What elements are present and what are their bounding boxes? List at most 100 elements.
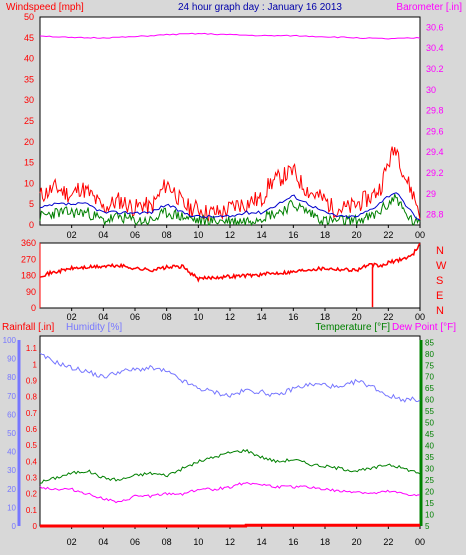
x-tick-label: 12 bbox=[225, 537, 235, 547]
temperature-tick-label: 15 bbox=[425, 499, 434, 508]
temperature-series bbox=[39, 448, 421, 484]
humidity-tick-label: 0 bbox=[12, 522, 17, 531]
x-tick-label: 18 bbox=[320, 537, 330, 547]
temperature-tick-label: 85 bbox=[425, 338, 434, 347]
barometer-tick-label: 29 bbox=[426, 189, 436, 199]
direction-tick-label: 0 bbox=[31, 303, 36, 313]
humidity-tick-label: 20 bbox=[7, 485, 16, 494]
windspeed-tick-label: 5 bbox=[29, 199, 34, 209]
wind-direction-series bbox=[39, 242, 421, 283]
humidity-tick-label: 50 bbox=[7, 429, 16, 438]
windspeed-avg-series bbox=[39, 192, 421, 221]
temperature-tick-label: 80 bbox=[425, 350, 434, 359]
humidity-tick-label: 40 bbox=[7, 448, 16, 457]
x-tick-label: 06 bbox=[130, 312, 140, 322]
rainfall-tick-label: 0.8 bbox=[26, 393, 38, 402]
x-tick-label: 12 bbox=[225, 230, 235, 240]
direction-tick-label: 360 bbox=[21, 238, 36, 248]
temperature-tick-label: 70 bbox=[425, 373, 434, 382]
rainfall-tick-label: 0.9 bbox=[26, 376, 38, 385]
barometer-tick-label: 28.8 bbox=[426, 210, 444, 220]
windspeed-tick-label: 10 bbox=[24, 178, 34, 188]
temperature-tick-label: 50 bbox=[425, 419, 434, 428]
rainfall-tick-label: 0.2 bbox=[26, 490, 38, 499]
humidity-tick-label: 90 bbox=[7, 355, 16, 364]
windspeed-tick-label: 30 bbox=[24, 95, 34, 105]
temperature-tick-label: 5 bbox=[425, 522, 430, 531]
wind-panel-area bbox=[39, 16, 421, 226]
rainfall-tick-label: 0.4 bbox=[26, 457, 38, 466]
humidity-tick-label: 10 bbox=[7, 503, 16, 512]
barometer-tick-label: 29.2 bbox=[426, 168, 444, 178]
humidity-tick-label: 30 bbox=[7, 466, 16, 475]
barometer-series bbox=[39, 32, 421, 40]
humidity-tick-label: 80 bbox=[7, 373, 16, 382]
direction-tick-label: 180 bbox=[21, 271, 36, 281]
rainfall-tick-label: 1 bbox=[33, 360, 38, 369]
compass-tick-label: S bbox=[436, 275, 443, 287]
barometer-tick-label: 29.8 bbox=[426, 106, 444, 116]
rain-temp-panel-area bbox=[39, 335, 421, 527]
windspeed-tick-label: 40 bbox=[24, 54, 34, 64]
x-tick-label: 20 bbox=[352, 230, 362, 240]
barometer-tick-label: 30.4 bbox=[426, 43, 444, 53]
x-tick-label: 06 bbox=[130, 537, 140, 547]
barometer-tick-label: 30.2 bbox=[426, 64, 444, 74]
windspeed-axis-label: Windspeed [mph] bbox=[6, 2, 84, 13]
rainfall-tick-label: 0.5 bbox=[26, 441, 38, 450]
temperature-tick-label: 10 bbox=[425, 511, 434, 520]
rainfall-series bbox=[40, 523, 420, 528]
x-tick-label: 10 bbox=[193, 537, 203, 547]
humidity-axis-label: Humidity [%] bbox=[66, 322, 122, 333]
temperature-tick-label: 25 bbox=[425, 476, 434, 485]
rainfall-axis-label: Rainfall [.in] bbox=[2, 322, 54, 333]
x-tick-label: 04 bbox=[98, 312, 108, 322]
x-tick-label: 06 bbox=[130, 230, 140, 240]
x-tick-label: 00 bbox=[415, 230, 425, 240]
x-tick-label: 22 bbox=[383, 537, 393, 547]
x-tick-label: 22 bbox=[383, 312, 393, 322]
windspeed-tick-label: 45 bbox=[24, 33, 34, 43]
humidity-tick-label: 100 bbox=[3, 336, 17, 345]
temperature-tick-label: 65 bbox=[425, 384, 434, 393]
x-tick-label: 20 bbox=[352, 537, 362, 547]
windspeed-tick-label: 15 bbox=[24, 158, 34, 168]
x-tick-label: 16 bbox=[288, 537, 298, 547]
x-tick-label: 04 bbox=[98, 230, 108, 240]
temperature-tick-label: 55 bbox=[425, 407, 434, 416]
temperature-tick-label: 20 bbox=[425, 488, 434, 497]
x-tick-label: 18 bbox=[320, 312, 330, 322]
windspeed-tick-label: 20 bbox=[24, 137, 34, 147]
humidity-tick-label: 60 bbox=[7, 410, 16, 419]
compass-tick-label: E bbox=[436, 290, 443, 302]
x-tick-label: 02 bbox=[67, 537, 77, 547]
direction-tick-label: 270 bbox=[21, 254, 36, 264]
x-tick-label: 02 bbox=[67, 312, 77, 322]
temperature-tick-label: 40 bbox=[425, 442, 434, 451]
humidity-series bbox=[39, 352, 421, 403]
x-tick-label: 08 bbox=[162, 537, 172, 547]
rainfall-tick-label: 0 bbox=[33, 522, 38, 531]
temperature-tick-label: 35 bbox=[425, 453, 434, 462]
barometer-tick-label: 30.6 bbox=[426, 22, 444, 32]
x-tick-label: 14 bbox=[257, 537, 267, 547]
x-tick-label: 00 bbox=[415, 312, 425, 322]
x-tick-label: 00 bbox=[415, 537, 425, 547]
temperature-tick-label: 75 bbox=[425, 361, 434, 370]
windspeed-tick-label: 50 bbox=[24, 12, 34, 22]
x-tick-label: 02 bbox=[67, 230, 77, 240]
direction-panel-area bbox=[39, 242, 421, 309]
x-tick-label: 08 bbox=[162, 230, 172, 240]
x-tick-label: 10 bbox=[193, 312, 203, 322]
barometer-tick-label: 29.6 bbox=[426, 126, 444, 136]
x-tick-label: 04 bbox=[98, 537, 108, 547]
temperature-tick-label: 60 bbox=[425, 396, 434, 405]
windspeed-low-series bbox=[39, 194, 421, 227]
barometer-axis-label: Barometer [.in] bbox=[396, 2, 462, 13]
compass-tick-label: N bbox=[436, 305, 444, 317]
compass-tick-label: W bbox=[436, 260, 447, 272]
x-tick-label: 16 bbox=[288, 312, 298, 322]
x-tick-label: 08 bbox=[162, 312, 172, 322]
rainfall-tick-label: 0.1 bbox=[26, 506, 38, 515]
